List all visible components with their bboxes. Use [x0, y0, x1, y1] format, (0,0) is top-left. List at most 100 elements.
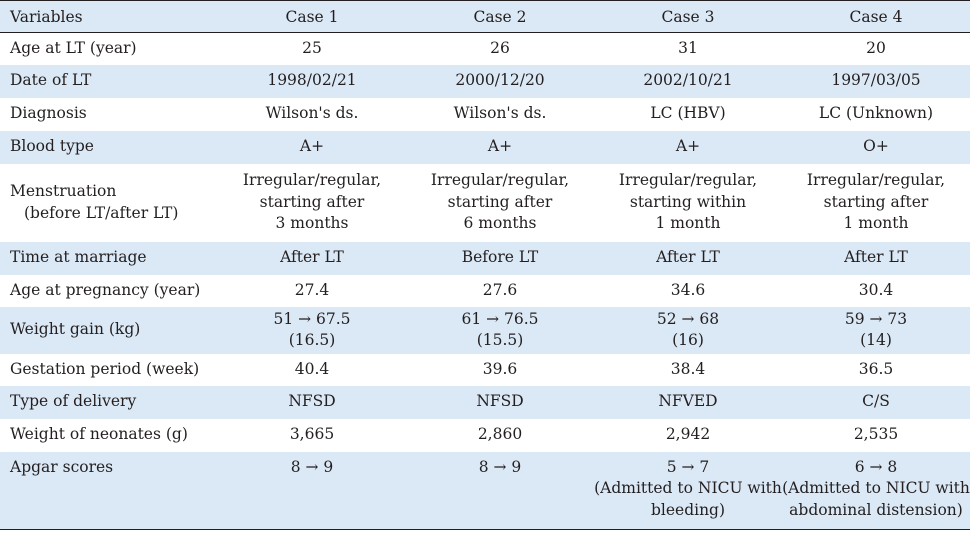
header-case-2: Case 2: [473, 7, 527, 26]
cell-line: 36.5: [858, 359, 894, 378]
row-label: Age at LT (year): [0, 33, 218, 65]
cell-line: 3,665: [289, 425, 335, 444]
cell-line: 30.4: [858, 280, 894, 299]
table-header: Variables Case 1 Case 2 Case 3 Case 4: [0, 0, 970, 33]
cell-case-1: After LT: [218, 242, 406, 275]
cell-line: 6 months: [463, 214, 537, 233]
row-label-line: Apgar scores: [10, 457, 114, 476]
table-row: Apgar scores 8 → 9 8 → 9 5 → 7 (Admitted to …: [0, 451, 970, 530]
cell-line: A+: [675, 137, 701, 156]
cell-case-4: 59 → 73 (14): [782, 307, 970, 354]
cell-line: 25: [302, 39, 322, 57]
cell-case-4: 20: [782, 33, 970, 65]
row-label-line: Age at LT (year): [10, 39, 137, 57]
header-case-4: Case 4: [849, 7, 903, 26]
row-label: Gestation period (week): [0, 354, 218, 386]
cell-line: 52 → 68: [656, 309, 720, 328]
table-row: Gestation period (week) 40.4 39.6 38.4 36.5: [0, 354, 970, 386]
cell-case-2: 61 → 76.5 (15.5): [406, 307, 594, 354]
row-label-line: Type of delivery: [10, 392, 137, 411]
cell-line: starting after: [259, 192, 365, 211]
cell-case-4: Irregular/regular, starting after 1 month: [782, 164, 970, 242]
cell-line: 61 → 76.5: [461, 309, 539, 328]
cell-line: 2,942: [665, 425, 711, 444]
cell-line: 27.6: [482, 280, 518, 299]
cell-case-2: 8 → 9: [406, 452, 594, 530]
row-label-line: Time at marriage: [10, 248, 147, 267]
cell-line: Irregular/regular,: [430, 171, 570, 190]
cell-line: starting after: [823, 192, 929, 211]
cell-case-3: 38.4: [594, 354, 782, 386]
cell-line: 39.6: [482, 359, 518, 378]
cell-line: 27.4: [294, 280, 330, 299]
cell-case-4: 1997/03/05: [782, 65, 970, 98]
cell-line: NFSD: [288, 392, 336, 411]
cell-case-2: 2,860: [406, 419, 594, 452]
cell-line: 1998/02/21: [267, 71, 357, 90]
cell-line: 5 → 7: [666, 457, 710, 476]
row-label: Weight gain (kg): [0, 307, 218, 354]
table-row: Time at marriage After LT Before LT After L…: [0, 241, 970, 275]
cell-line: O+: [863, 137, 889, 156]
cell-case-1: Wilson's ds.: [218, 98, 406, 131]
cell-line: After LT: [844, 248, 908, 267]
cell-line: LC (Unknown): [818, 104, 934, 123]
cell-case-2: 39.6: [406, 354, 594, 386]
cell-line: A+: [299, 137, 325, 156]
cell-line: 59 → 73: [844, 309, 908, 328]
cell-case-1: 27.4: [218, 275, 406, 307]
row-label-line: Weight of neonates (g): [10, 425, 188, 444]
cell-line: 1997/03/05: [831, 71, 921, 90]
row-label: Age at pregnancy (year): [0, 275, 218, 307]
cell-case-1: 51 → 67.5 (16.5): [218, 307, 406, 354]
row-label-line: (before LT/after LT): [24, 203, 179, 222]
row-label: Apgar scores: [0, 452, 218, 530]
row-label: Blood type: [0, 131, 218, 164]
cell-line: bleeding): [650, 500, 726, 519]
cell-case-2: 2000/12/20: [406, 65, 594, 98]
row-label: Menstruation (before LT/after LT): [0, 164, 218, 242]
cell-line: 38.4: [670, 359, 706, 378]
cell-case-1: A+: [218, 131, 406, 164]
row-label-line: Gestation period (week): [10, 359, 200, 378]
cell-case-2: Irregular/regular, starting after 6 months: [406, 164, 594, 242]
cell-line: 51 → 67.5: [273, 309, 351, 328]
header-variables: Variables: [10, 7, 83, 26]
cell-line: (16.5): [288, 331, 336, 349]
cell-line: 1 month: [843, 214, 909, 233]
cell-line: NFSD: [476, 392, 524, 411]
cell-case-3: 34.6: [594, 275, 782, 307]
row-label: Diagnosis: [0, 98, 218, 131]
cell-line: A+: [487, 137, 513, 156]
cell-case-3: 31: [594, 33, 782, 65]
cell-line: After LT: [656, 248, 720, 267]
cell-case-3: NFVED: [594, 386, 782, 419]
table-row: Blood type A+ A+ A+ O+: [0, 130, 970, 164]
cell-case-1: 3,665: [218, 419, 406, 452]
cell-case-2: 26: [406, 33, 594, 65]
cell-case-4: 2,535: [782, 419, 970, 452]
table-row: Age at LT (year) 25 26 31 20: [0, 33, 970, 65]
table-row: Type of delivery NFSD NFSD NFVED C/S: [0, 385, 970, 419]
header-row: Variables Case 1 Case 2 Case 3 Case 4: [0, 0, 970, 33]
cell-line: After LT: [280, 248, 344, 267]
table-row: Age at pregnancy (year) 27.4 27.6 34.6 30.4: [0, 275, 970, 307]
cell-line: 6 → 8: [854, 457, 898, 476]
cell-case-3: A+: [594, 131, 782, 164]
row-label: Time at marriage: [0, 242, 218, 275]
cell-line: 2000/12/20: [455, 71, 545, 90]
cell-line: 2,535: [853, 425, 899, 444]
cell-case-3: LC (HBV): [594, 98, 782, 131]
cell-line: 31: [678, 39, 698, 57]
cell-case-4: O+: [782, 131, 970, 164]
cell-case-1: NFSD: [218, 386, 406, 419]
cell-case-2: 27.6: [406, 275, 594, 307]
cell-case-4: LC (Unknown): [782, 98, 970, 131]
cell-line: 8 → 9: [290, 457, 334, 476]
table-row: Date of LT 1998/02/21 2000/12/20 2002/10/21…: [0, 64, 970, 98]
cell-line: (16): [672, 331, 704, 349]
table-body: Age at LT (year) 25 26 31 20 Date of LT 1998/0…: [0, 33, 970, 530]
cell-case-4: 6 → 8 (Admitted to NICU with abdominal dis…: [782, 452, 970, 530]
cell-line: starting after: [447, 192, 553, 211]
